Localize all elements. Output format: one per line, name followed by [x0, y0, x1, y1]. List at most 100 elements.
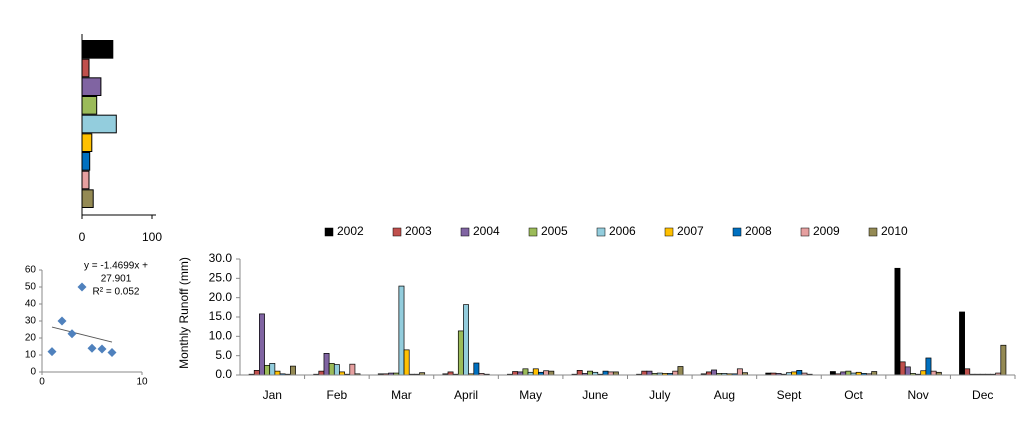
bar	[403, 349, 410, 376]
bar	[736, 368, 743, 376]
y-tick-label: 50	[25, 282, 37, 293]
bar	[711, 369, 717, 376]
trendline-equation: R² = 0.052	[93, 287, 140, 298]
bar	[81, 189, 94, 208]
bar	[473, 362, 480, 376]
y-tick-label: 40	[25, 299, 37, 310]
x-tick-label: May	[519, 388, 542, 402]
x-tick-label: 10	[136, 377, 148, 388]
bar	[81, 114, 117, 134]
legend-swatch	[392, 227, 402, 237]
bar	[333, 364, 340, 376]
legend-swatch	[324, 227, 334, 237]
bar	[463, 304, 469, 376]
scatter-point	[107, 347, 117, 357]
y-tick-label: 30	[25, 316, 37, 327]
bar	[646, 370, 653, 376]
bar	[641, 370, 648, 376]
bar	[845, 370, 852, 376]
bar	[959, 311, 965, 376]
bar	[81, 77, 102, 97]
bar	[677, 366, 684, 376]
legend-label: 2003	[405, 224, 432, 238]
y-tick-label: 10	[25, 350, 37, 361]
y-tick-label: 20.0	[209, 290, 233, 304]
legend-label: 2009	[813, 224, 840, 238]
scatter-point	[77, 282, 87, 292]
y-tick-label: 20	[25, 333, 37, 344]
bar	[81, 58, 90, 78]
bar	[328, 363, 335, 376]
bar	[522, 368, 529, 376]
trendline	[51, 326, 113, 343]
bar	[349, 363, 356, 376]
bar	[81, 40, 114, 59]
bar	[318, 370, 325, 376]
bar	[259, 313, 265, 376]
legend-swatch	[596, 227, 606, 237]
x-tick-label: Feb	[327, 388, 348, 402]
bar	[81, 152, 91, 171]
bar	[398, 285, 405, 376]
trendline-equation: 27.901	[101, 274, 132, 285]
legend-label: 2002	[337, 224, 364, 238]
scatter-point	[67, 329, 77, 339]
legend-label: 2005	[541, 224, 568, 238]
bar	[290, 365, 296, 376]
legend-swatch	[732, 227, 742, 237]
bar	[548, 370, 555, 376]
bar	[253, 370, 260, 376]
scatter-point	[87, 343, 97, 353]
bar	[904, 366, 911, 376]
bar	[264, 364, 271, 376]
y-tick-label: 25.0	[209, 271, 233, 285]
x-tick-label: Oct	[844, 388, 863, 402]
bar	[1000, 344, 1007, 376]
legend-swatch	[460, 227, 470, 237]
x-tick-label: Aug	[714, 388, 735, 402]
bar	[894, 267, 901, 376]
legend-label: 2010	[881, 224, 908, 238]
x-tick-label: Dec	[972, 388, 993, 402]
bar	[457, 330, 464, 376]
legend-swatch	[528, 227, 538, 237]
bar	[274, 370, 281, 376]
bar	[899, 361, 906, 376]
bar	[576, 370, 583, 376]
y-tick-label: 10.0	[209, 329, 233, 343]
x-tick-label: Nov	[907, 388, 928, 402]
legend-label: 2007	[677, 224, 704, 238]
y-axis-label: Monthly Runoff (mm)	[177, 257, 191, 369]
x-tick-label: Mar	[391, 388, 412, 402]
legend-swatch	[868, 227, 878, 237]
scatter-point	[57, 316, 67, 326]
bar	[587, 370, 593, 376]
scatter-point	[97, 344, 107, 354]
legend-label: 2006	[609, 224, 636, 238]
bar	[672, 370, 679, 376]
x-tick-label: 100	[142, 230, 162, 244]
bar	[323, 352, 330, 376]
y-tick-label: 0.0	[215, 367, 232, 381]
x-tick-label: June	[582, 388, 608, 402]
y-tick-label: 30.0	[209, 251, 233, 265]
trendline-equation: y = -1.4699x +	[84, 261, 148, 272]
bar	[512, 371, 519, 376]
legend-swatch	[800, 227, 810, 237]
bar	[871, 371, 878, 376]
x-tick-label: July	[649, 388, 670, 402]
legend-swatch	[664, 227, 674, 237]
bar	[930, 370, 937, 376]
bar	[543, 370, 550, 376]
legend-label: 2008	[745, 224, 772, 238]
bar	[81, 96, 98, 115]
bar	[81, 170, 90, 190]
x-tick-label: Jan	[263, 388, 282, 402]
bar	[602, 370, 609, 376]
y-tick-label: 5.0	[215, 348, 232, 362]
bar	[925, 357, 932, 376]
bar	[269, 363, 276, 376]
y-tick-label: 0	[30, 367, 36, 378]
x-tick-label: 0	[79, 230, 86, 244]
